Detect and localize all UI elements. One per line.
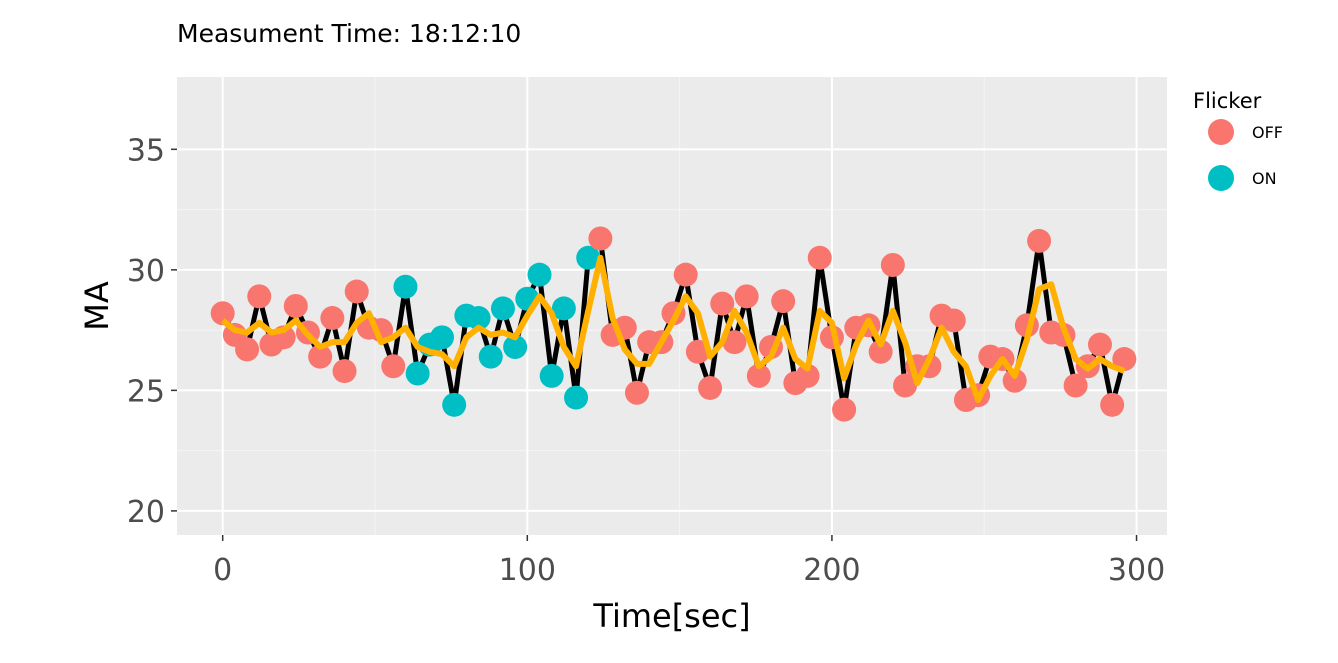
data-point-off (210, 301, 235, 326)
data-point-off (235, 337, 260, 362)
data-point-on (551, 296, 576, 321)
chart-title: Measument Time: 18:12:10 (177, 19, 521, 48)
data-point-off (332, 359, 357, 384)
data-point-off (1087, 332, 1112, 357)
data-point-off (320, 306, 345, 331)
legend-key-off (1208, 119, 1234, 145)
data-point-off (283, 294, 308, 318)
data-point-off (673, 262, 698, 287)
legend: Flicker OFF ON (1193, 89, 1283, 191)
data-point-on (539, 363, 564, 388)
y-tick-label: 25 (127, 374, 165, 409)
data-point-off (381, 354, 406, 379)
data-point-off (624, 380, 649, 405)
data-point-on (503, 334, 528, 359)
legend-label-on: ON (1252, 169, 1277, 188)
data-point-off (308, 344, 333, 369)
data-point-off (1100, 392, 1125, 417)
data-point-off (710, 291, 735, 316)
data-point-on (478, 344, 503, 369)
x-tick-label: 100 (499, 553, 556, 588)
data-point-on (564, 385, 589, 410)
y-axis: 20 25 30 35 (127, 133, 177, 530)
data-point-off (807, 245, 832, 270)
x-tick-label: 300 (1108, 553, 1165, 588)
data-point-off (588, 226, 613, 251)
data-points (210, 226, 1137, 422)
data-point-off (685, 339, 710, 364)
data-point-off (1112, 347, 1137, 372)
data-point-off (722, 330, 747, 355)
data-point-off (1002, 368, 1027, 393)
smoothed-line (220, 254, 1126, 404)
data-point-off (832, 397, 857, 422)
x-axis-title: Time[sec] (592, 597, 750, 635)
data-point-on (442, 392, 467, 417)
data-point-off (746, 363, 771, 388)
y-axis-title: MA (78, 281, 116, 331)
data-point-on (405, 361, 430, 386)
data-point-off (344, 279, 369, 304)
smoothed-line-path (220, 254, 1126, 404)
y-tick-label: 30 (127, 254, 165, 289)
x-tick-label: 0 (213, 553, 232, 588)
data-point-off (247, 284, 272, 309)
data-point-off (893, 373, 918, 398)
x-tick-label: 200 (803, 553, 860, 588)
data-point-on (430, 325, 455, 350)
data-point-off (941, 308, 966, 333)
data-point-on (466, 306, 491, 331)
data-point-off (1027, 228, 1052, 253)
x-axis: 0 100 200 300 (213, 535, 1165, 588)
y-tick-label: 20 (127, 495, 165, 530)
data-point-on (527, 262, 552, 287)
data-point-off (771, 289, 796, 314)
data-point-on (576, 245, 601, 270)
data-point-off (795, 363, 820, 388)
data-point-off (734, 284, 759, 309)
legend-title: Flicker (1193, 89, 1262, 113)
data-point-on (393, 274, 418, 299)
legend-key-on (1208, 165, 1234, 191)
data-point-off (868, 339, 893, 364)
data-point-off (698, 375, 723, 400)
data-point-off (1063, 373, 1088, 398)
data-point-on (490, 296, 515, 321)
legend-label-off: OFF (1252, 123, 1283, 142)
y-tick-label: 35 (127, 133, 165, 168)
data-point-off (880, 253, 905, 278)
